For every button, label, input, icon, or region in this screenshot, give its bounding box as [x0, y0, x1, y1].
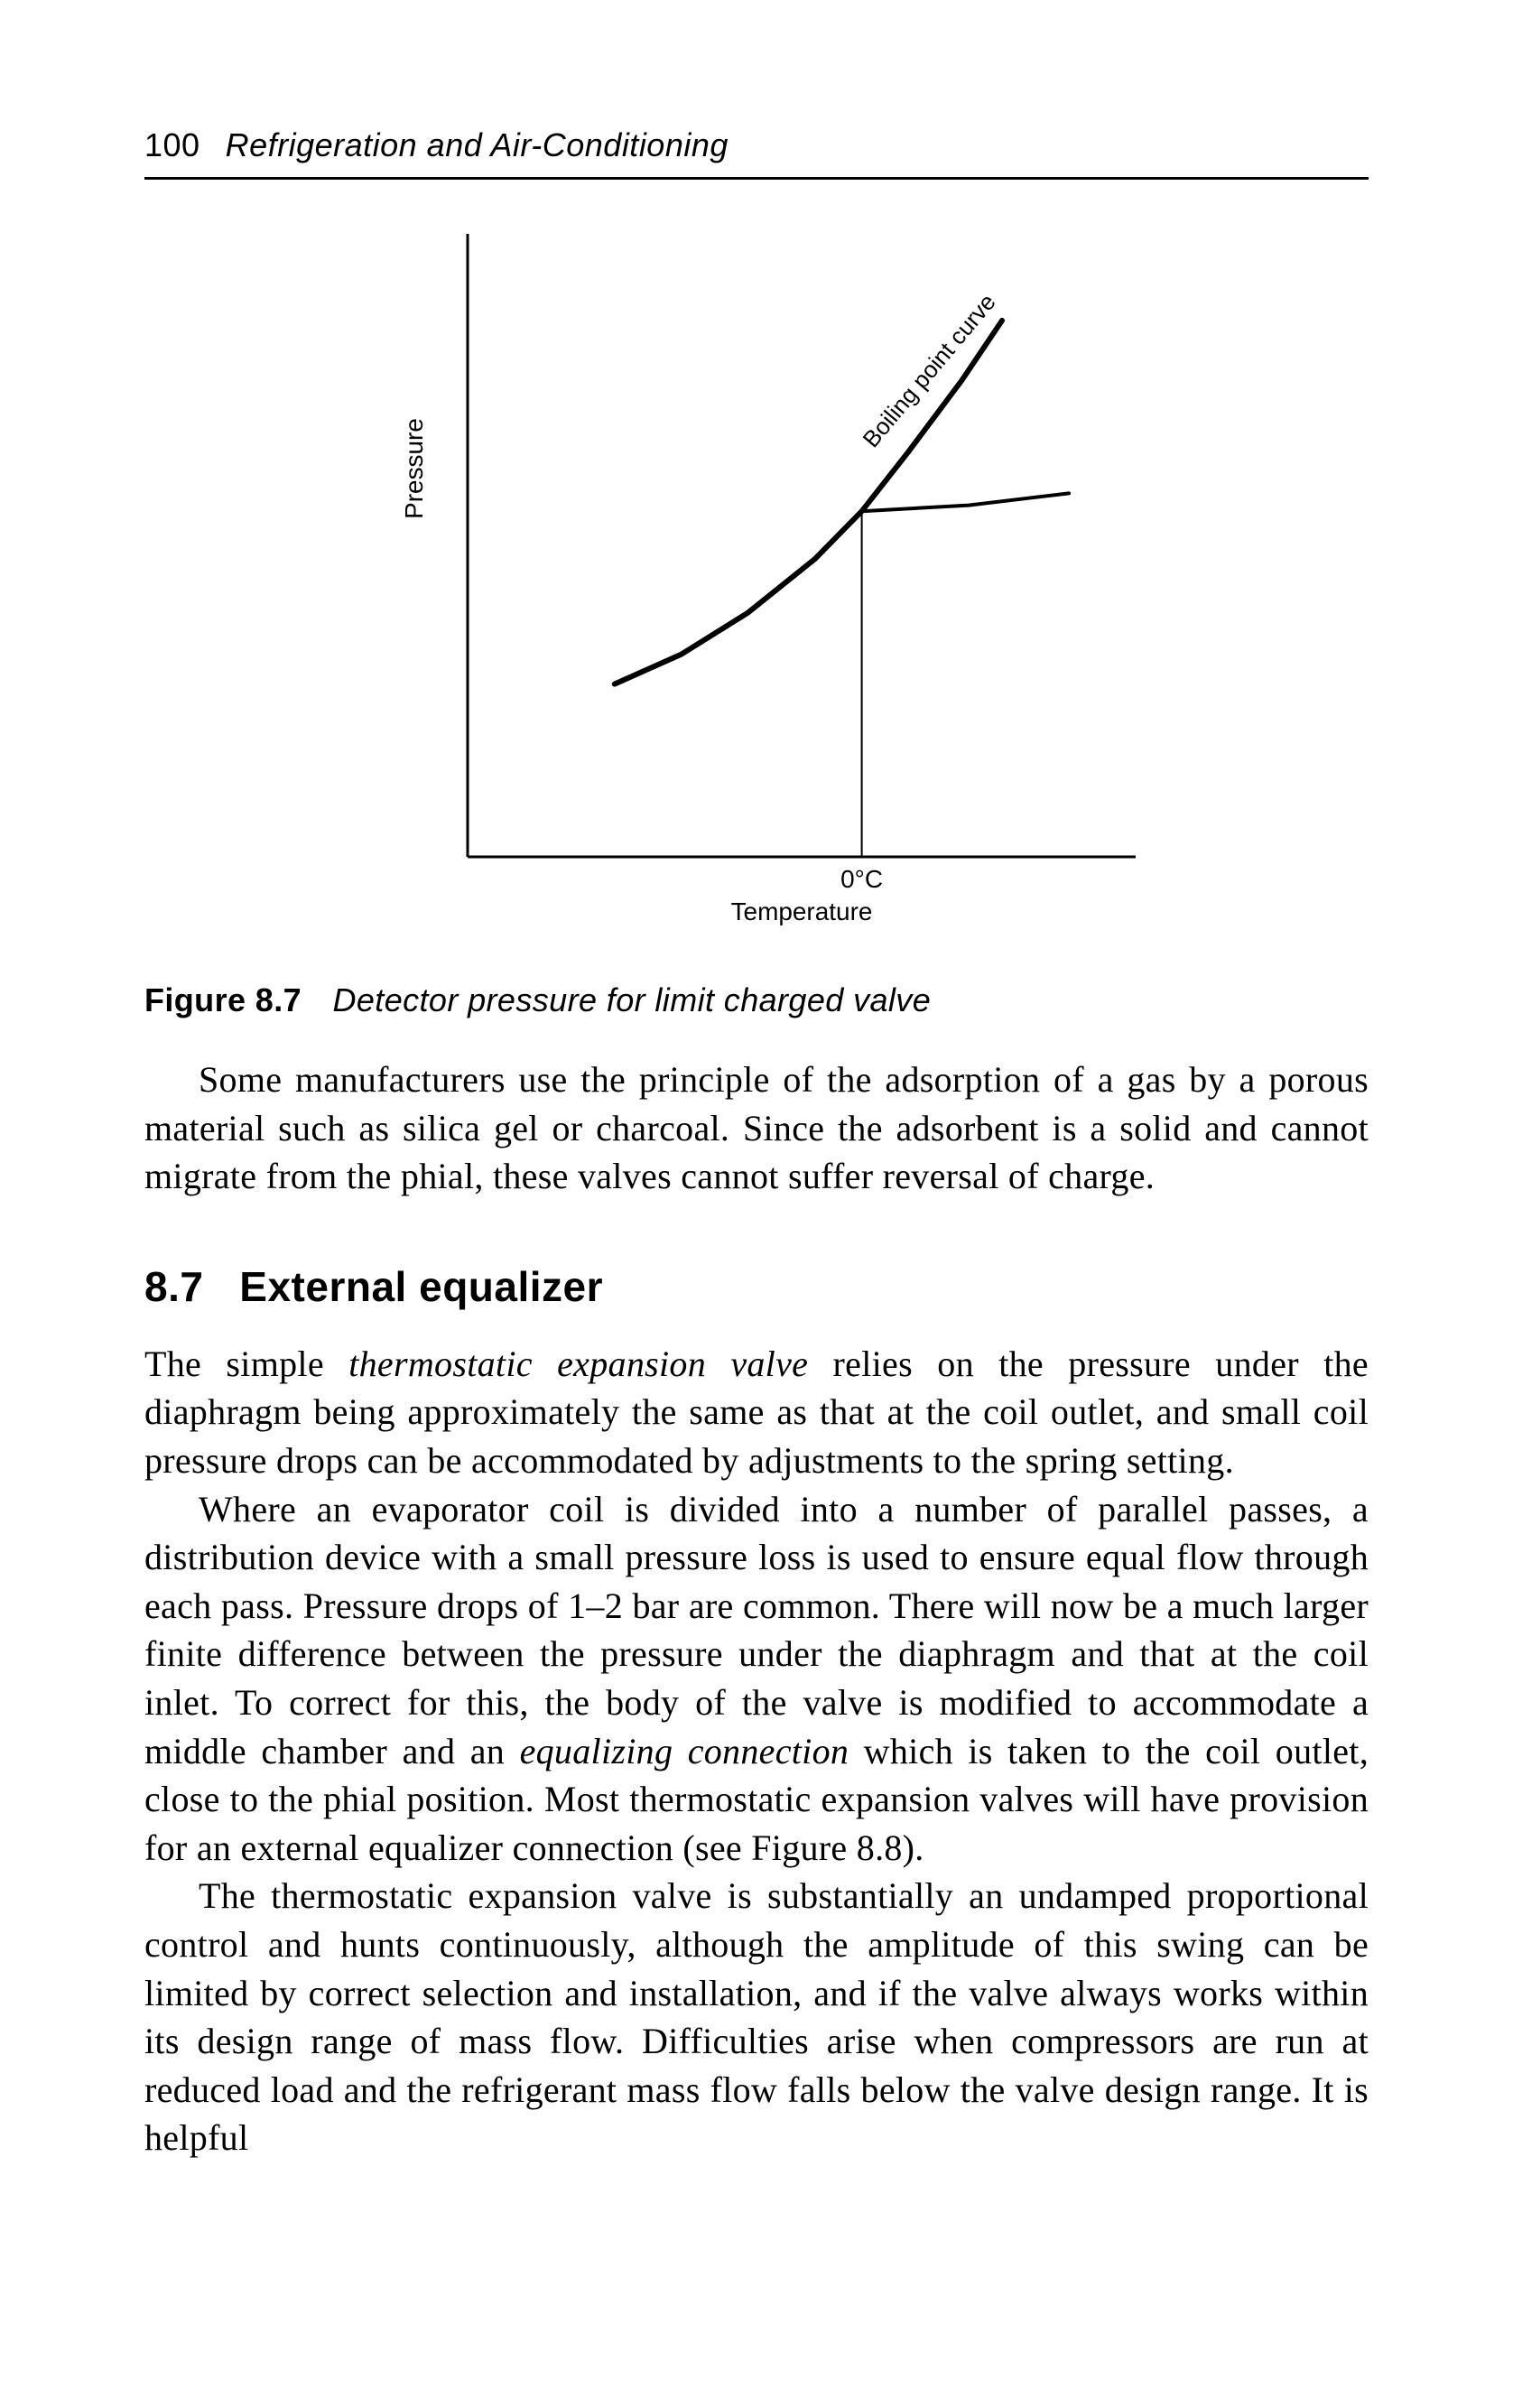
- figure-8-7: 0°CTemperaturePressureBoiling point curv…: [144, 225, 1369, 1019]
- section-title: External equalizer: [239, 1263, 603, 1310]
- body-paragraph-1: Some manufacturers use the principle of …: [144, 1055, 1369, 1201]
- term-tev: thermostatic expansion valve: [348, 1343, 808, 1384]
- svg-text:Temperature: Temperature: [731, 897, 873, 925]
- running-head: 100 Refrigeration and Air-Conditioning: [144, 126, 1369, 180]
- book-title: Refrigeration and Air-Conditioning: [226, 126, 729, 164]
- term-equalizing-connection: equalizing connection: [520, 1731, 849, 1771]
- figure-title: Detector pressure for limit charged valv…: [332, 981, 931, 1018]
- page-number: 100: [144, 126, 200, 164]
- section-paragraph-3: The thermostatic expansion valve is subs…: [144, 1872, 1369, 2162]
- detector-pressure-chart: 0°CTemperaturePressureBoiling point curv…: [323, 225, 1190, 965]
- svg-text:0°C: 0°C: [840, 865, 883, 893]
- section-paragraph-1: The simple thermostatic expansion valve …: [144, 1340, 1369, 1485]
- section-number: 8.7: [144, 1263, 203, 1310]
- section-paragraph-2: Where an evaporator coil is divided into…: [144, 1485, 1369, 1873]
- section-heading: 8.7 External equalizer: [144, 1262, 1369, 1311]
- svg-text:Pressure: Pressure: [400, 418, 428, 519]
- figure-label: Figure 8.7: [144, 981, 302, 1018]
- figure-caption: Figure 8.7 Detector pressure for limit c…: [144, 981, 931, 1019]
